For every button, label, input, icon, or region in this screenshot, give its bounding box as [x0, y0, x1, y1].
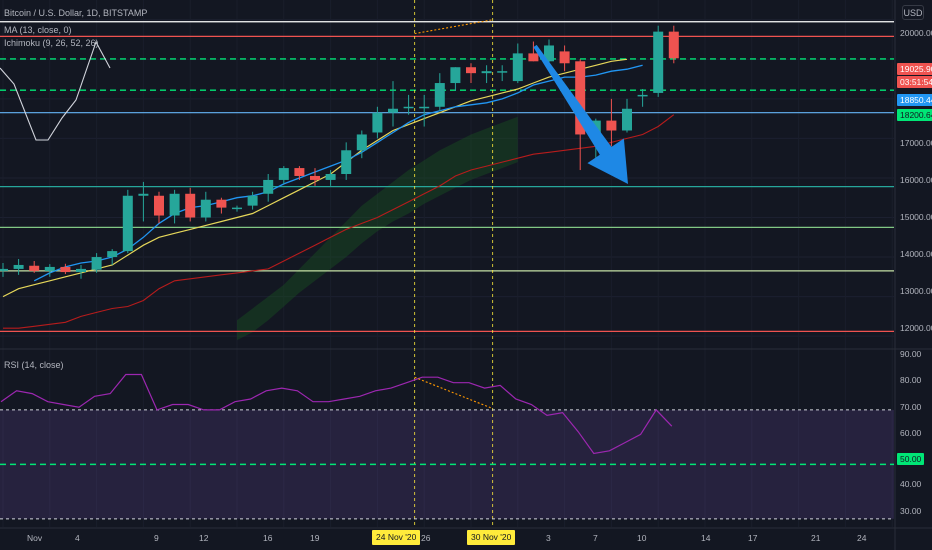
candle-body-16 — [247, 195, 258, 206]
candle-body-22 — [341, 150, 352, 174]
candle-body-36 — [559, 51, 570, 64]
rsi-tick-40: 40.00 — [900, 479, 922, 489]
candle-body-7 — [107, 251, 118, 258]
candle-body-31 — [481, 71, 492, 74]
candle-body-17 — [263, 179, 274, 194]
price-tick-14000: 14000.00 — [900, 249, 932, 259]
candle-body-43 — [668, 31, 679, 59]
x-tick-19: 19 — [310, 533, 320, 543]
candle-body-12 — [185, 193, 196, 218]
candle-body-30 — [466, 67, 476, 74]
countdown-tag: 03:51:54 — [897, 76, 932, 88]
candle-body-2 — [29, 265, 40, 271]
candle-body-23 — [356, 134, 367, 151]
rsi-line — [0, 373, 673, 455]
ma-line — [33, 64, 643, 282]
candle-body-35 — [544, 45, 554, 62]
arrow-shape — [533, 44, 628, 184]
rsi-level-tag: 50.00 — [897, 453, 925, 465]
x-tick-17: 17 — [748, 533, 758, 543]
candle-body-11 — [169, 193, 180, 216]
price-tick-12000: 12000.00 — [900, 323, 932, 333]
rsi-tick-90: 90.00 — [900, 349, 922, 359]
candle-body-1 — [13, 264, 24, 269]
x-highlight-30nov: 30 Nov '20 — [467, 530, 516, 545]
candle-body-33 — [512, 53, 523, 82]
candle-body-15 — [232, 207, 242, 210]
candle-body-24 — [372, 112, 383, 133]
candle-body-27 — [419, 106, 430, 109]
candle-body-21 — [325, 174, 336, 180]
candle-body-19 — [294, 168, 305, 176]
x-tick-21: 21 — [811, 533, 821, 543]
candle-body-26 — [403, 106, 414, 109]
x-tick-nov: Nov — [27, 533, 43, 543]
candle-body-29 — [450, 67, 461, 84]
rsi-tick-60: 60.00 — [900, 428, 922, 438]
candle-body-3 — [44, 266, 55, 271]
divergence-price — [414, 19, 493, 35]
candle-body-9 — [138, 193, 149, 196]
candle-body-10 — [154, 195, 164, 216]
candle-body-0 — [0, 268, 8, 271]
candle-body-28 — [434, 83, 445, 107]
ma-legend[interactable]: MA (13, close, 0) — [4, 25, 72, 35]
ichimoku-cloud — [237, 116, 518, 341]
candle-body-40 — [622, 108, 632, 131]
candle-body-20 — [310, 175, 320, 180]
rsi-tick-30: 30.00 — [900, 506, 922, 516]
rsi-legend[interactable]: RSI (14, close) — [4, 360, 64, 370]
kijun-line — [3, 114, 675, 329]
candle-body-4 — [60, 266, 71, 273]
price-tick-17000: 17000.00 — [900, 138, 932, 148]
x-tick-16: 16 — [263, 533, 273, 543]
x-tick-9: 9 — [154, 533, 159, 543]
candle-body-42 — [653, 31, 664, 93]
price-tick-13000: 13000.00 — [900, 286, 932, 296]
ichimoku-legend[interactable]: Ichimoku (9, 26, 52, 26) — [4, 38, 99, 48]
candle-body-25 — [388, 108, 398, 113]
candle-body-34 — [528, 53, 539, 62]
trend-arrow — [533, 44, 628, 184]
lagging-line — [0, 40, 111, 141]
currency-button[interactable]: USD — [902, 5, 924, 20]
x-tick-4: 4 — [75, 533, 80, 543]
rsi-tick-80: 80.00 — [900, 375, 922, 385]
candle-body-32 — [497, 71, 508, 73]
candle-body-14 — [216, 199, 227, 208]
candle-body-39 — [606, 120, 617, 131]
x-highlight-24nov: 24 Nov '20 — [372, 530, 421, 545]
x-tick-10: 10 — [637, 533, 647, 543]
price-tick-16000: 16000.00 — [900, 175, 932, 185]
candle-body-18 — [278, 168, 289, 180]
candle-body-41 — [637, 94, 648, 97]
rsi-tick-70: 70.00 — [900, 402, 922, 412]
ma-price-tag: 18850.44 — [897, 94, 932, 106]
price-tick-15000: 15000.00 — [900, 212, 932, 222]
candle-body-8 — [122, 195, 133, 252]
x-tick-14: 14 — [701, 533, 711, 543]
candle-body-13 — [200, 199, 211, 218]
candle-body-6 — [91, 257, 102, 270]
x-tick-26: 26 — [421, 533, 431, 543]
candle-body-5 — [76, 268, 86, 273]
last-price-tag: 19025.90 — [897, 63, 932, 75]
x-tick-12: 12 — [199, 533, 209, 543]
candle-body-37 — [575, 61, 586, 135]
x-tick-3: 3 — [546, 533, 551, 543]
divergence-rsi — [414, 376, 493, 410]
x-tick-7: 7 — [593, 533, 598, 543]
symbol-title: Bitcoin / U.S. Dollar, 1D, BITSTAMP — [4, 8, 148, 18]
x-tick-24: 24 — [857, 533, 867, 543]
price-tick-20000: 20000.00 — [900, 28, 932, 38]
ichimoku-price-tag: 18200.64 — [897, 109, 932, 121]
